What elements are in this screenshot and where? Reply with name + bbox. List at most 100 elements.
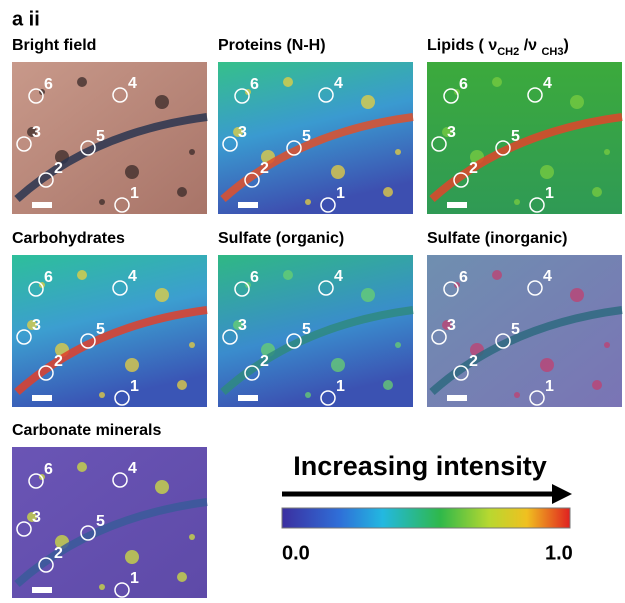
panel-spot: [189, 149, 195, 155]
panel-spot: [604, 342, 610, 348]
colorbar-min: 0.0: [282, 542, 310, 564]
panel-spot: [155, 95, 169, 109]
marker-label: 1: [130, 378, 139, 395]
marker-label: 4: [543, 75, 552, 92]
panel-spot: [592, 380, 602, 390]
arrow-head: [552, 484, 572, 504]
marker-label: 6: [459, 269, 468, 286]
marker-label: 2: [54, 353, 63, 370]
marker-label: 6: [44, 269, 53, 286]
panel-spot: [189, 534, 195, 540]
marker-label: 5: [96, 513, 105, 530]
panel: Carbonate minerals 6 4 3 5 2 1: [12, 422, 207, 598]
marker-label: 6: [44, 76, 53, 93]
panel-spot: [604, 149, 610, 155]
scale-bar: [238, 202, 258, 208]
panel-title-sub: CH3: [541, 46, 563, 58]
panel-spot: [283, 77, 293, 87]
panel-spot: [592, 187, 602, 197]
scale-bar: [238, 395, 258, 401]
panel-title: Proteins (N-H): [218, 37, 326, 54]
marker-label: 2: [54, 545, 63, 562]
panel-spot: [125, 550, 139, 564]
panel-spot: [540, 358, 554, 372]
marker-label: 6: [459, 76, 468, 93]
panel-title: Carbohydrates: [12, 230, 125, 247]
figure-label: a ii: [12, 8, 40, 30]
panel-spot: [283, 270, 293, 280]
panel-title: Sulfate (organic): [218, 230, 344, 247]
marker-label: 3: [447, 317, 456, 334]
panel-spot: [99, 199, 105, 205]
panel-spot: [492, 77, 502, 87]
marker-label: 3: [32, 124, 41, 141]
panel-spot: [99, 392, 105, 398]
colorbar-max: 1.0: [545, 542, 573, 564]
marker-label: 5: [511, 321, 520, 338]
marker-label: 3: [32, 509, 41, 526]
marker-label: 3: [32, 317, 41, 334]
panel-spot: [383, 187, 393, 197]
marker-label: 3: [447, 124, 456, 141]
panel-spot: [514, 199, 520, 205]
panel-spot: [155, 480, 169, 494]
marker-label: 4: [128, 460, 137, 477]
panel-title: Bright field: [12, 37, 96, 54]
panel-spot: [570, 95, 584, 109]
panel-spot: [395, 342, 401, 348]
marker-label: 4: [128, 75, 137, 92]
marker-label: 3: [238, 124, 247, 141]
marker-label: 1: [130, 570, 139, 587]
marker-label: 5: [96, 321, 105, 338]
panel-spot: [77, 77, 87, 87]
panel-title-part: Lipids ( ν: [427, 37, 497, 54]
marker-label: 4: [334, 75, 343, 92]
panel-title-part: ): [564, 37, 569, 54]
colorbar-caption: Increasing intensity: [293, 451, 547, 481]
marker-label: 1: [336, 378, 345, 395]
panel-spot: [77, 462, 87, 472]
scale-bar: [32, 202, 52, 208]
colorbar: [282, 508, 570, 528]
panel-spot: [305, 199, 311, 205]
scale-bar: [32, 587, 52, 593]
panel-title: Lipids ( νCH2 /ν CH3): [427, 37, 569, 58]
marker-label: 4: [334, 268, 343, 285]
marker-label: 1: [130, 185, 139, 202]
marker-label: 2: [260, 160, 269, 177]
marker-label: 4: [543, 268, 552, 285]
panel-title-part: /ν: [519, 37, 541, 54]
marker-label: 2: [260, 353, 269, 370]
panel-spot: [99, 584, 105, 590]
scale-bar: [32, 395, 52, 401]
panel-spot: [514, 392, 520, 398]
panel-spot: [177, 572, 187, 582]
panel-spot: [331, 165, 345, 179]
marker-label: 2: [469, 353, 478, 370]
marker-label: 5: [302, 128, 311, 145]
marker-label: 6: [44, 461, 53, 478]
marker-label: 6: [250, 76, 259, 93]
panel: Sulfate (organic) 6 4 3 5 2 1: [218, 230, 413, 407]
panel-spot: [125, 358, 139, 372]
marker-label: 5: [302, 321, 311, 338]
panel-spot: [189, 342, 195, 348]
figure: a ii Bright field 6 4 3 5 2 1 Proteins (N-H) 6 4 3…: [0, 0, 625, 598]
marker-label: 3: [238, 317, 247, 334]
scale-bar: [447, 202, 467, 208]
panel: Proteins (N-H)643521: [218, 37, 413, 214]
panel-title: Carbonate minerals: [12, 422, 161, 439]
marker-label: 6: [250, 269, 259, 286]
panel-spot: [395, 149, 401, 155]
panel-spot: [540, 165, 554, 179]
panel-spot: [77, 270, 87, 280]
panel-spot: [125, 165, 139, 179]
panel-spot: [331, 358, 345, 372]
panel-title-sub: CH2: [497, 46, 519, 58]
panel-spot: [492, 270, 502, 280]
scale-bar: [447, 395, 467, 401]
